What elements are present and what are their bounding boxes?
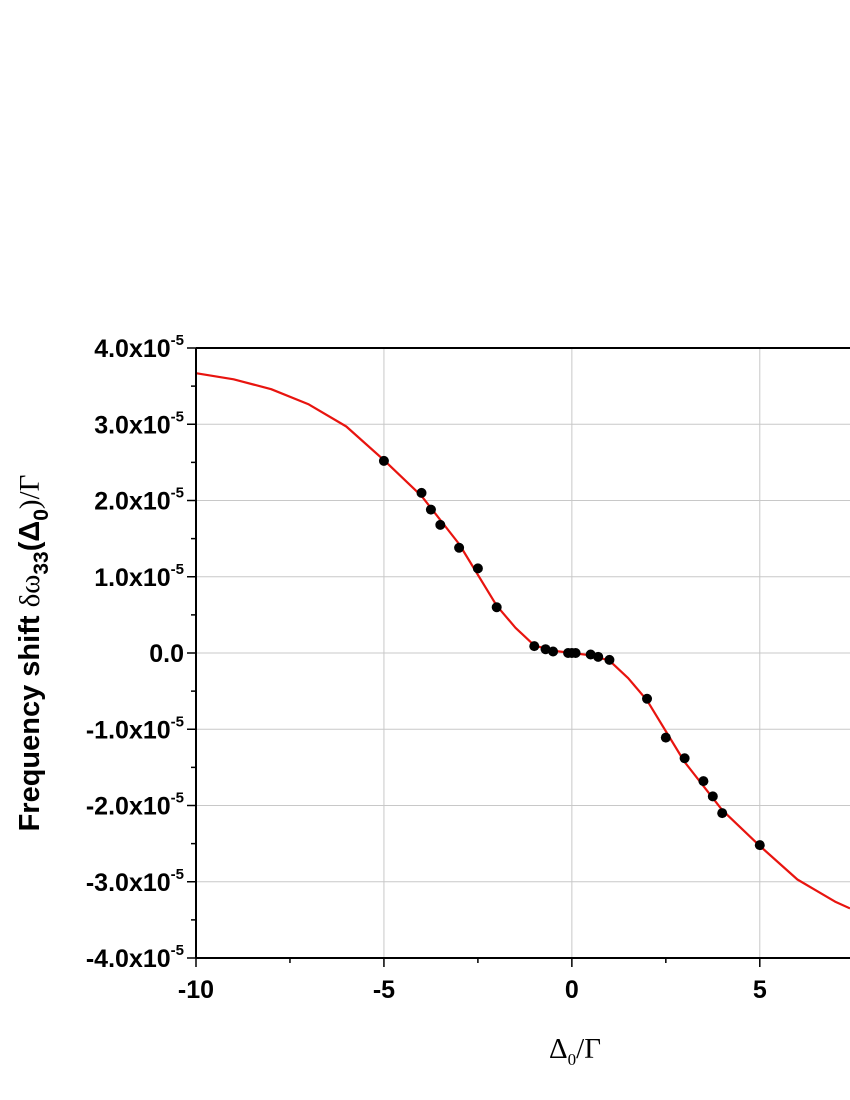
y-tick-label: 1.0x10-5 — [94, 561, 184, 592]
x-tick-label: -5 — [373, 976, 395, 1004]
data-point — [679, 753, 690, 764]
plot-series — [195, 372, 850, 910]
data-point — [754, 840, 765, 851]
x-tick-label: -10 — [178, 976, 214, 1004]
y-tick-label: -2.0x10-5 — [86, 790, 184, 821]
y-axis-label: Frequency shift δω33(Δ0)/Γ — [14, 475, 53, 832]
x-tick-label: 0 — [565, 976, 579, 1004]
axes — [187, 347, 850, 967]
y-tick-label: 3.0x10-5 — [94, 408, 184, 439]
data-point — [416, 487, 427, 498]
data-point — [540, 644, 551, 655]
data-point — [491, 602, 502, 613]
data-point — [548, 646, 559, 657]
data-point — [604, 654, 615, 665]
data-point — [593, 651, 604, 662]
data-point — [585, 649, 596, 660]
data-point — [698, 776, 709, 787]
data-point — [435, 519, 446, 530]
data-point — [425, 504, 436, 515]
data-point — [660, 732, 671, 743]
data-point — [717, 808, 728, 819]
fit-curve-line — [195, 372, 850, 910]
x-axis-label: Δ0/Γ — [549, 1033, 601, 1069]
y-tick-label: -4.0x10-5 — [86, 942, 184, 973]
x-tick-label: 5 — [753, 976, 767, 1004]
tick-labels: -10 -5 0 5 4.0x10-5 3.0x10-5 2.0x10-5 1.0x10-5 0… — [86, 332, 767, 1004]
data-point — [454, 542, 465, 553]
data-point — [707, 791, 718, 802]
data-point — [378, 455, 389, 466]
y-tick-label: 0.0 — [149, 640, 184, 668]
y-tick-label: 4.0x10-5 — [94, 332, 184, 363]
y-tick-label: 2.0x10-5 — [94, 485, 184, 516]
data-point — [570, 648, 581, 658]
data-point — [642, 693, 653, 704]
data-point — [529, 641, 540, 652]
grid — [196, 348, 850, 958]
data-point — [472, 563, 483, 574]
y-tick-label: -3.0x10-5 — [86, 866, 184, 897]
y-tick-label: -1.0x10-5 — [86, 713, 184, 744]
